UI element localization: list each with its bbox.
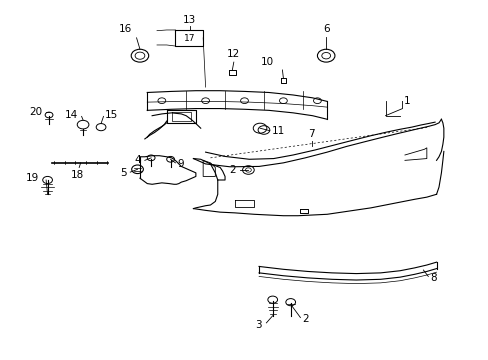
Text: 18: 18 [71,170,84,180]
Text: 14: 14 [65,110,78,120]
Text: 5: 5 [120,168,126,178]
Text: 10: 10 [261,58,274,67]
Text: 16: 16 [118,24,131,34]
Text: 2: 2 [229,165,235,175]
Text: 13: 13 [183,15,196,24]
Text: 11: 11 [271,126,285,136]
Text: 17: 17 [183,34,195,43]
Text: 19: 19 [26,173,39,183]
Text: 4: 4 [135,155,141,165]
Text: 20: 20 [30,107,42,117]
Text: 7: 7 [307,129,314,139]
Text: 12: 12 [227,49,240,59]
Text: 6: 6 [322,24,329,34]
Text: 9: 9 [177,159,183,169]
Text: 3: 3 [254,320,261,330]
Text: 15: 15 [104,110,118,120]
Text: 1: 1 [403,96,410,106]
Text: 2: 2 [301,314,308,324]
Text: 8: 8 [429,273,436,283]
